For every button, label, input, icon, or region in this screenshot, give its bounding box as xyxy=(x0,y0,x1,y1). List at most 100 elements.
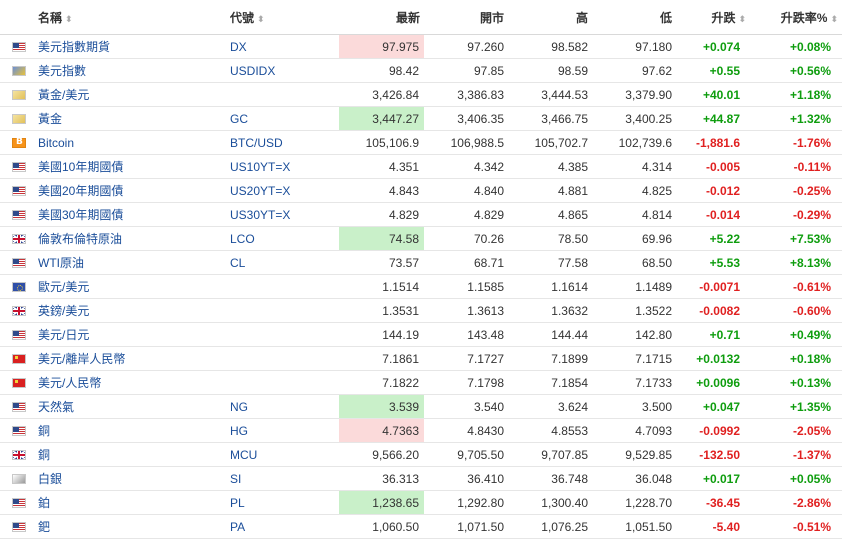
code-cell[interactable]: LCO xyxy=(230,226,339,251)
instrument-name-link[interactable]: 英鎊/美元 xyxy=(38,304,90,318)
code-cell[interactable]: US10YT=X xyxy=(230,154,339,179)
instrument-name-link[interactable]: WTI原油 xyxy=(38,256,84,270)
instrument-name-link[interactable]: Bitcoin xyxy=(38,135,75,150)
code-cell[interactable]: DX xyxy=(230,34,339,59)
code-cell[interactable]: MCU xyxy=(230,442,339,467)
instrument-code-link[interactable]: USDIDX xyxy=(230,63,276,78)
code-cell[interactable]: US30YT=X xyxy=(230,202,339,227)
instrument-name-link[interactable]: 美元指數期貨 xyxy=(38,40,111,54)
name-cell[interactable]: 美國10年期國債 xyxy=(38,154,230,179)
table-row[interactable]: 黃金/美元 3,426.84 3,386.83 3,444.53 3,379.90 +40… xyxy=(0,82,842,107)
name-cell[interactable]: Bitcoin xyxy=(38,130,230,155)
instrument-code-link[interactable]: HG xyxy=(230,423,248,438)
name-cell[interactable]: 天然氣 xyxy=(38,394,230,419)
name-cell[interactable]: 歐元/美元 xyxy=(38,274,230,299)
instrument-name-link[interactable]: 美國10年期國債 xyxy=(38,160,124,174)
name-cell[interactable]: 美元指數 xyxy=(38,58,230,83)
instrument-name-link[interactable]: 美元/日元 xyxy=(38,328,90,342)
code-cell[interactable]: USDIDX xyxy=(230,58,339,83)
instrument-name-link[interactable]: 美國30年期國債 xyxy=(38,208,124,222)
instrument-code-link[interactable]: CL xyxy=(230,255,246,270)
instrument-code-link[interactable]: SI xyxy=(230,471,242,486)
name-cell[interactable]: 銅 xyxy=(38,418,230,443)
name-cell[interactable]: 黃金/美元 xyxy=(38,82,230,107)
table-row[interactable]: 美國30年期國債 US30YT=X 4.829 4.829 4.865 4.814 -0.0… xyxy=(0,202,842,227)
table-row[interactable]: 銅 MCU 9,566.20 9,705.50 9,707.85 9,529.85 -132… xyxy=(0,442,842,467)
name-cell[interactable]: 美國20年期國債 xyxy=(38,178,230,203)
instrument-code-link[interactable]: BTC/USD xyxy=(230,135,283,150)
instrument-code-link[interactable]: US30YT=X xyxy=(230,207,291,222)
instrument-code-link[interactable]: PL xyxy=(230,495,245,510)
table-row[interactable]: 鈀 PA 1,060.50 1,071.50 1,076.25 1,051.50 -5.40… xyxy=(0,514,842,539)
instrument-name-link[interactable]: 白銀 xyxy=(38,472,63,486)
instrument-name-link[interactable]: 美元/離岸人民幣 xyxy=(38,352,126,366)
change-column-header[interactable]: 升跌 ⬍ xyxy=(676,0,750,35)
instrument-name-link[interactable]: 黃金/美元 xyxy=(38,88,90,102)
instrument-code-link[interactable]: LCO xyxy=(230,231,255,246)
name-cell[interactable]: 銅 xyxy=(38,442,230,467)
table-row[interactable]: 倫敦布倫特原油 LCO 74.58 70.26 78.50 69.96 +5.22 +7.53… xyxy=(0,226,842,251)
sort-icon[interactable]: ⬍ xyxy=(65,13,73,24)
instrument-name-link[interactable]: 美元/人民幣 xyxy=(38,376,102,390)
code-cell[interactable]: PA xyxy=(230,514,339,539)
code-cell[interactable]: PL xyxy=(230,490,339,515)
name-cell[interactable]: 鈀 xyxy=(38,514,230,539)
table-row[interactable]: 鉑 PL 1,238.65 1,292.80 1,300.40 1,228.70 -36.4… xyxy=(0,490,842,515)
name-cell[interactable]: 英鎊/美元 xyxy=(38,298,230,323)
table-row[interactable]: 英鎊/美元 1.3531 1.3613 1.3632 1.3522 -0.0082 -0.6… xyxy=(0,298,842,323)
table-row[interactable]: 美國10年期國債 US10YT=X 4.351 4.342 4.385 4.314 -0.0… xyxy=(0,154,842,179)
table-row[interactable]: 美國20年期國債 US20YT=X 4.843 4.840 4.881 4.825 -0.0… xyxy=(0,178,842,203)
instrument-name-link[interactable]: 美元指數 xyxy=(38,64,87,78)
table-row[interactable]: 美元/離岸人民幣 7.1861 7.1727 7.1899 7.1715 +0.0132 +… xyxy=(0,346,842,371)
code-cell[interactable] xyxy=(230,274,339,299)
instrument-code-link[interactable]: US20YT=X xyxy=(230,183,291,198)
table-row[interactable]: 天然氣 NG 3.539 3.540 3.624 3.500 +0.047 +1.35% xyxy=(0,394,842,419)
code-cell[interactable]: CL xyxy=(230,250,339,275)
table-row[interactable]: 歐元/美元 1.1514 1.1585 1.1614 1.1489 -0.0071 -0.6… xyxy=(0,274,842,299)
instrument-name-link[interactable]: 鈀 xyxy=(38,520,51,534)
code-cell[interactable] xyxy=(230,370,339,395)
table-row[interactable]: 美元指數期貨 DX 97.975 97.260 98.582 97.180 +0.074 +0… xyxy=(0,34,842,59)
instrument-name-link[interactable]: 黃金 xyxy=(38,112,63,126)
name-cell[interactable]: 倫敦布倫特原油 xyxy=(38,226,230,251)
sort-icon[interactable]: ⬍ xyxy=(738,13,746,24)
instrument-name-link[interactable]: 鉑 xyxy=(38,496,51,510)
instrument-name-link[interactable]: 美國20年期國債 xyxy=(38,184,124,198)
table-row[interactable]: 白銀 SI 36.313 36.410 36.748 36.048 +0.017 +0.05% xyxy=(0,466,842,491)
name-cell[interactable]: WTI原油 xyxy=(38,250,230,275)
name-cell[interactable]: 鉑 xyxy=(38,490,230,515)
instrument-name-link[interactable]: 銅 xyxy=(38,424,51,438)
instrument-code-link[interactable]: GC xyxy=(230,111,248,126)
instrument-code-link[interactable]: DX xyxy=(230,39,247,54)
table-row[interactable]: 黃金 GC 3,447.27 3,406.35 3,466.75 3,400.25 +44.… xyxy=(0,106,842,131)
code-cell[interactable]: GC xyxy=(230,106,339,131)
name-cell[interactable]: 美元/日元 xyxy=(38,322,230,347)
name-cell[interactable]: 美元/人民幣 xyxy=(38,370,230,395)
instrument-code-link[interactable]: PA xyxy=(230,519,246,534)
code-cell[interactable]: US20YT=X xyxy=(230,178,339,203)
table-row[interactable]: 美元/日元 144.19 143.48 144.44 142.80 +0.71 +0.49% xyxy=(0,322,842,347)
table-row[interactable]: 銅 HG 4.7363 4.8430 4.8553 4.7093 -0.0992 -2.05% xyxy=(0,418,842,443)
code-column-header[interactable]: 代號 ⬍ xyxy=(230,0,339,35)
code-cell[interactable]: BTC/USD xyxy=(230,130,339,155)
instrument-name-link[interactable]: 倫敦布倫特原油 xyxy=(38,232,123,246)
name-cell[interactable]: 美元/離岸人民幣 xyxy=(38,346,230,371)
instrument-code-link[interactable]: MCU xyxy=(230,447,258,462)
table-row[interactable]: 美元/人民幣 7.1822 7.1798 7.1854 7.1733 +0.0096 +0.… xyxy=(0,370,842,395)
code-cell[interactable]: HG xyxy=(230,418,339,443)
name-cell[interactable]: 白銀 xyxy=(38,466,230,491)
change-pct-column-header[interactable]: 升跌率% ⬍ xyxy=(750,0,842,35)
instrument-name-link[interactable]: 歐元/美元 xyxy=(38,280,90,294)
table-row[interactable]: 美元指數 USDIDX 98.42 97.85 98.59 97.62 +0.55 +0.56… xyxy=(0,58,842,83)
code-cell[interactable] xyxy=(230,346,339,371)
name-column-header[interactable]: 名稱 ⬍ xyxy=(38,0,230,35)
instrument-code-link[interactable]: NG xyxy=(230,399,248,414)
instrument-code-link[interactable]: US10YT=X xyxy=(230,159,291,174)
code-cell[interactable]: NG xyxy=(230,394,339,419)
name-cell[interactable]: 美元指數期貨 xyxy=(38,34,230,59)
code-cell[interactable] xyxy=(230,298,339,323)
instrument-name-link[interactable]: 銅 xyxy=(38,448,51,462)
table-row[interactable]: Bitcoin BTC/USD 105,106.9106,988.5105,702.… xyxy=(0,130,842,155)
code-cell[interactable] xyxy=(230,82,339,107)
table-row[interactable]: WTI原油 CL 73.57 68.71 77.58 68.50 +5.53 +8.13% xyxy=(0,250,842,275)
